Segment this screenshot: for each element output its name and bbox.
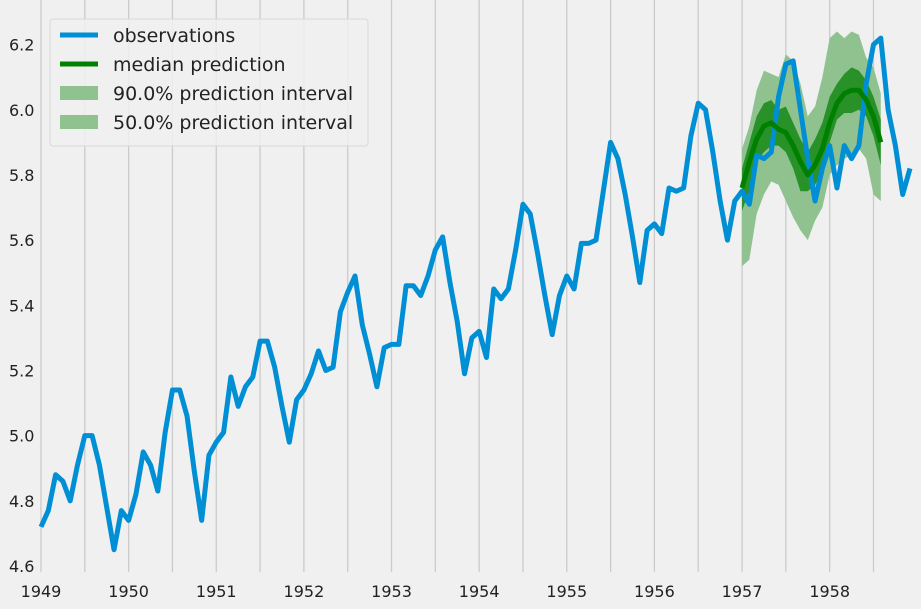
x-tick-label: 1949 bbox=[21, 582, 62, 601]
median-layer bbox=[739, 87, 884, 189]
y-tick-label: 6.2 bbox=[9, 36, 34, 55]
legend-label: 90.0% prediction interval bbox=[113, 83, 353, 105]
y-tick-label: 5.4 bbox=[9, 296, 34, 315]
legend-box bbox=[49, 18, 369, 147]
y-tick-label: 5.6 bbox=[9, 231, 34, 250]
x-tick-label: 1957 bbox=[722, 582, 763, 601]
legend-label: median prediction bbox=[113, 54, 286, 76]
y-tick-label: 5.8 bbox=[9, 166, 34, 185]
observations-line bbox=[38, 35, 913, 553]
x-tick-label: 1958 bbox=[809, 582, 850, 601]
legend: observations median prediction 90.0% predi… bbox=[49, 18, 369, 147]
legend-swatch-patch bbox=[60, 115, 98, 129]
legend-swatch-patch bbox=[60, 86, 98, 100]
y-tick-label: 4.8 bbox=[9, 492, 34, 511]
x-tick-label: 1951 bbox=[196, 582, 237, 601]
x-tick-label: 1953 bbox=[371, 582, 412, 601]
observations-layer bbox=[38, 35, 913, 553]
y-tick-label: 4.6 bbox=[9, 557, 34, 576]
y-tick-label: 6.0 bbox=[9, 101, 34, 120]
x-tick-labels: 1949 1950 1951 1952 1953 1954 1955 1956 1957 1958 bbox=[21, 582, 850, 601]
interval-50-band bbox=[742, 67, 881, 211]
y-tick-label: 5.0 bbox=[9, 427, 34, 446]
legend-label: observations bbox=[113, 25, 235, 47]
legend-label: 50.0% prediction interval bbox=[113, 112, 353, 134]
x-tick-label: 1954 bbox=[459, 582, 500, 601]
x-tick-label: 1955 bbox=[546, 582, 587, 601]
y-tick-labels: 4.6 4.8 5.0 5.2 5.4 5.6 5.8 6.0 6.2 bbox=[9, 36, 34, 576]
y-tick-label: 5.2 bbox=[9, 361, 34, 380]
x-tick-label: 1952 bbox=[284, 582, 325, 601]
interval-50-layer bbox=[742, 67, 881, 211]
x-tick-label: 1950 bbox=[108, 582, 149, 601]
median-prediction-line bbox=[739, 87, 884, 189]
x-tick-label: 1956 bbox=[634, 582, 675, 601]
